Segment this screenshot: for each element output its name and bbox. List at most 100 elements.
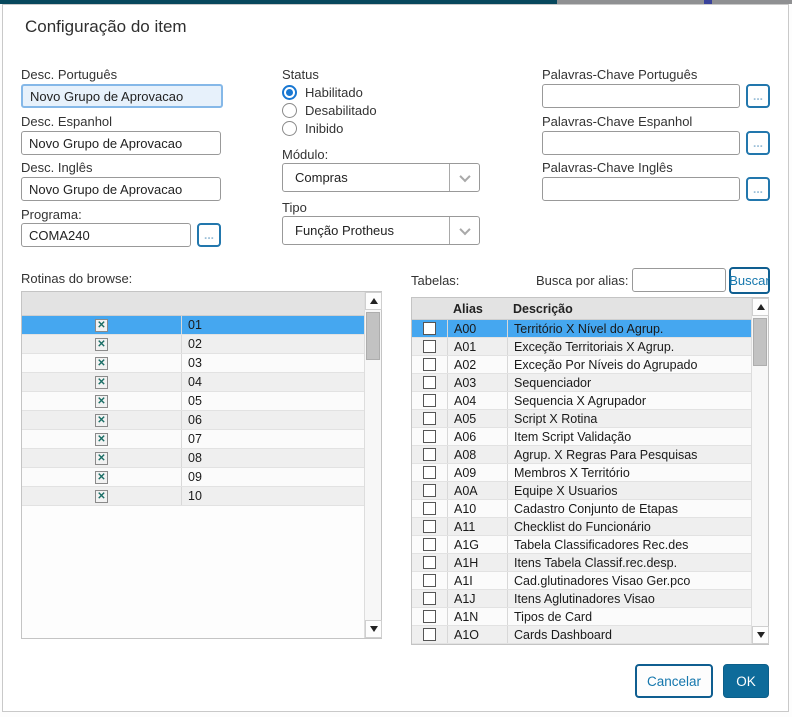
rotinas-row[interactable]: ✕ 03	[22, 354, 364, 373]
status-option-desabilitado[interactable]: Desabilitado	[282, 102, 377, 118]
tabelas-row[interactable]: A05 Script X Rotina	[412, 410, 751, 428]
rotinas-row[interactable]: ✕ 08	[22, 449, 364, 468]
tabelas-row[interactable]: A1H Itens Tabela Classif.rec.desp.	[412, 554, 751, 572]
table-row-checkbox[interactable]	[423, 574, 436, 587]
tipo-select[interactable]: Função Protheus	[282, 216, 480, 245]
keywords-en-browse-button[interactable]: ...	[746, 177, 770, 201]
rotinas-row[interactable]: ✕ 02	[22, 335, 364, 354]
keywords-en-input[interactable]	[542, 177, 740, 201]
checked-x-icon[interactable]: ✕	[95, 337, 108, 351]
table-row-checkbox[interactable]	[423, 484, 436, 497]
scroll-down-icon[interactable]	[365, 620, 382, 638]
scroll-down-icon[interactable]	[752, 626, 769, 644]
checked-x-icon[interactable]: ✕	[95, 451, 108, 465]
table-row-checkbox[interactable]	[423, 448, 436, 461]
checked-x-icon[interactable]: ✕	[95, 356, 108, 370]
table-row-checkbox[interactable]	[423, 394, 436, 407]
programa-input[interactable]	[21, 223, 191, 247]
checked-x-icon[interactable]: ✕	[95, 375, 108, 389]
programa-browse-button[interactable]: ...	[197, 223, 221, 247]
busca-alias-input[interactable]	[632, 268, 726, 292]
tabelas-row[interactable]: A1G Tabela Classificadores Rec.des	[412, 536, 751, 554]
desc-espanhol-input[interactable]	[21, 131, 221, 155]
tabelas-row[interactable]: A00 Território X Nível do Agrup.	[412, 320, 751, 338]
checked-x-icon[interactable]: ✕	[95, 489, 108, 503]
table-row-checkbox[interactable]	[423, 592, 436, 605]
checked-x-icon[interactable]: ✕	[95, 394, 108, 408]
tabelas-row[interactable]: A02 Exceção Por Níveis do Agrupado	[412, 356, 751, 374]
table-row-checkbox[interactable]	[423, 520, 436, 533]
cancel-button[interactable]: Cancelar	[635, 664, 713, 698]
keywords-pt-browse-button[interactable]: ...	[746, 84, 770, 108]
checked-x-icon[interactable]: ✕	[95, 432, 108, 446]
table-row-checkbox[interactable]	[423, 502, 436, 515]
tabelas-row[interactable]: A1I Cad.glutinadores Visao Ger.pco	[412, 572, 751, 590]
tabelas-row[interactable]: A1N Tipos de Card	[412, 608, 751, 626]
rotinas-row[interactable]: ✕ 10	[22, 487, 364, 506]
rotinas-row[interactable]: ✕ 05	[22, 392, 364, 411]
tabelas-row[interactable]: A11 Checklist do Funcionário	[412, 518, 751, 536]
table-alias-cell: A01	[447, 338, 507, 355]
radio-desabilitado-label: Desabilitado	[305, 102, 377, 118]
table-descricao-cell: Cad.glutinadores Visao Ger.pco	[507, 572, 751, 589]
tabelas-row[interactable]: A03 Sequenciador	[412, 374, 751, 392]
table-descricao-cell: Tabela Classificadores Rec.des	[507, 536, 751, 553]
status-option-inibido[interactable]: Inibido	[282, 120, 343, 136]
table-alias-cell: A1H	[447, 554, 507, 571]
tabelas-row[interactable]: A1O Cards Dashboard	[412, 626, 751, 644]
tabelas-row[interactable]: A09 Membros X Território	[412, 464, 751, 482]
modulo-select[interactable]: Compras	[282, 163, 480, 192]
checked-x-icon[interactable]: ✕	[95, 318, 108, 332]
ok-button[interactable]: OK	[723, 664, 769, 698]
table-row-checkbox[interactable]	[423, 628, 436, 641]
table-row-checkbox[interactable]	[423, 430, 436, 443]
tabelas-row[interactable]: A06 Item Script Validação	[412, 428, 751, 446]
radio-desabilitado[interactable]	[282, 102, 297, 118]
checked-x-icon[interactable]: ✕	[95, 470, 108, 484]
keywords-es-input[interactable]	[542, 131, 740, 155]
table-descricao-cell: Sequenciador	[507, 374, 751, 391]
desc-portugues-input[interactable]	[21, 84, 223, 108]
table-row-checkbox[interactable]	[423, 556, 436, 569]
table-row-checkbox[interactable]	[423, 376, 436, 389]
table-row-checkbox[interactable]	[423, 538, 436, 551]
rotinas-row[interactable]: ✕ 01	[22, 316, 364, 335]
table-row-checkbox[interactable]	[423, 610, 436, 623]
desc-ingles-input[interactable]	[21, 177, 221, 201]
rotinas-row[interactable]: ✕ 06	[22, 411, 364, 430]
tabelas-row[interactable]: A10 Cadastro Conjunto de Etapas	[412, 500, 751, 518]
table-row-checkbox[interactable]	[423, 340, 436, 353]
rotinas-row[interactable]: ✕ 04	[22, 373, 364, 392]
table-row-checkbox[interactable]	[423, 412, 436, 425]
scroll-up-icon[interactable]	[752, 298, 769, 316]
radio-habilitado[interactable]	[282, 84, 297, 100]
rotinas-scrollbar-thumb[interactable]	[366, 312, 380, 360]
scroll-up-icon[interactable]	[365, 292, 382, 310]
tabelas-scrollbar-thumb[interactable]	[753, 318, 767, 366]
rotina-code: 01	[181, 316, 364, 334]
rotinas-scrollbar[interactable]	[364, 292, 382, 638]
keywords-es-browse-button[interactable]: ...	[746, 131, 770, 155]
rotina-code: 05	[181, 392, 364, 410]
radio-inibido[interactable]	[282, 120, 297, 136]
table-row-checkbox[interactable]	[423, 322, 436, 335]
radio-habilitado-label: Habilitado	[305, 84, 363, 100]
tabelas-row[interactable]: A04 Sequencia X Agrupador	[412, 392, 751, 410]
table-row-checkbox[interactable]	[423, 466, 436, 479]
tabelas-table-header: Alias Descrição	[412, 298, 751, 320]
table-row-checkbox[interactable]	[423, 358, 436, 371]
tabelas-row[interactable]: A0A Equipe X Usuarios	[412, 482, 751, 500]
keywords-pt-input[interactable]	[542, 84, 740, 108]
tabelas-scrollbar[interactable]	[751, 298, 769, 644]
rotinas-row[interactable]: ✕ 09	[22, 468, 364, 487]
tabelas-row[interactable]: A01 Exceção Territoriais X Agrup.	[412, 338, 751, 356]
table-alias-cell: A10	[447, 500, 507, 517]
table-alias-cell: A04	[447, 392, 507, 409]
rotina-code: 10	[181, 487, 364, 505]
tabelas-row[interactable]: A08 Agrup. X Regras Para Pesquisas	[412, 446, 751, 464]
status-option-habilitado[interactable]: Habilitado	[282, 84, 363, 100]
rotinas-row[interactable]: ✕ 07	[22, 430, 364, 449]
buscar-button[interactable]: Buscar	[729, 267, 770, 294]
tabelas-row[interactable]: A1J Itens Aglutinadores Visao	[412, 590, 751, 608]
checked-x-icon[interactable]: ✕	[95, 413, 108, 427]
